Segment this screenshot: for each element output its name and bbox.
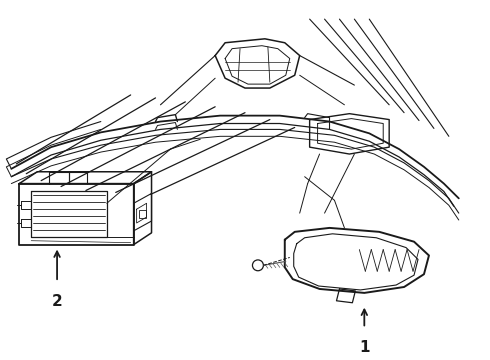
Text: 1: 1 [359, 340, 369, 355]
Bar [139, 210, 146, 218]
Text: 2: 2 [52, 294, 62, 309]
